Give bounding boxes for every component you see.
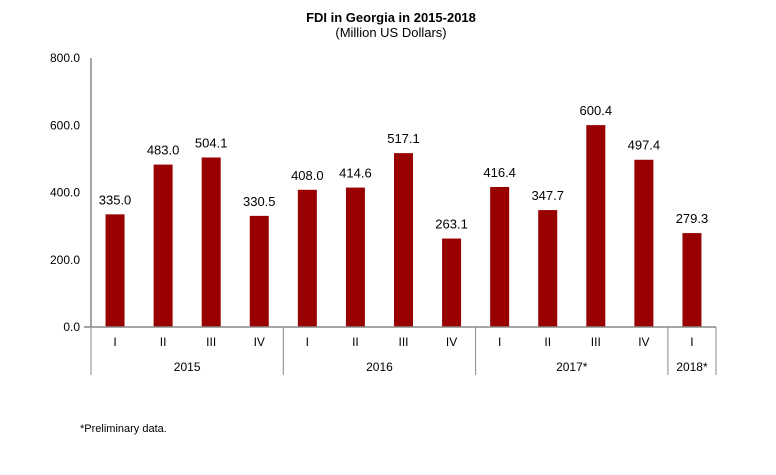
category-label: III	[206, 335, 216, 349]
y-tick-label: 800.0	[50, 51, 80, 65]
data-label: 416.4	[483, 165, 516, 180]
category-label: IV	[446, 335, 457, 349]
bar	[249, 215, 269, 327]
bar	[345, 187, 365, 327]
bar	[394, 153, 413, 327]
data-label: 279.3	[676, 211, 709, 226]
y-tick-label: 200.0	[50, 253, 80, 267]
category-label: II	[352, 335, 359, 349]
bar	[682, 233, 702, 327]
category-labels: I II III IV I II III IV I II III IV I	[113, 335, 693, 349]
data-label: 335.0	[99, 192, 132, 207]
axes	[84, 58, 717, 375]
group-label: 2016	[366, 360, 393, 374]
y-tick-label: 400.0	[50, 186, 80, 200]
data-label: 408.0	[291, 168, 324, 183]
bar	[586, 125, 606, 327]
bar	[538, 210, 558, 327]
bar	[105, 214, 125, 327]
bar	[201, 157, 221, 327]
category-label: III	[591, 335, 601, 349]
bars	[105, 125, 702, 327]
chart-title: FDI in Georgia in 2015-2018	[306, 10, 476, 25]
data-label: 497.4	[628, 138, 661, 153]
bar	[490, 186, 510, 327]
category-label: IV	[638, 335, 649, 349]
data-label: 347.7	[531, 188, 564, 203]
bar	[153, 164, 173, 327]
data-label: 483.0	[147, 143, 180, 158]
data-label: 263.1	[435, 217, 468, 232]
group-label: 2017*	[556, 360, 588, 374]
chart-subtitle: (Million US Dollars)	[335, 25, 446, 40]
data-label: 330.5	[243, 194, 276, 209]
group-labels: 2015 2016 2017* 2018*	[174, 360, 708, 374]
data-label: 600.4	[580, 103, 613, 118]
y-axis-ticks: 0.0 200.0 400.0 600.0 800.0	[50, 51, 80, 334]
bar	[442, 238, 462, 327]
group-label: 2018*	[676, 360, 708, 374]
category-label: I	[113, 335, 116, 349]
data-label: 414.6	[339, 166, 372, 181]
category-label: I	[306, 335, 309, 349]
bar	[297, 189, 317, 327]
data-labels: 335.0 483.0 504.1 330.5 408.0 414.6 517.1 263.1…	[99, 103, 708, 231]
bar	[634, 159, 654, 327]
category-label: III	[398, 335, 408, 349]
category-label: I	[690, 335, 693, 349]
category-label: II	[160, 335, 167, 349]
group-label: 2015	[174, 360, 201, 374]
data-label: 504.1	[195, 135, 228, 150]
y-tick-label: 0.0	[63, 320, 80, 334]
category-label: I	[498, 335, 501, 349]
category-label: II	[544, 335, 551, 349]
y-tick-label: 600.0	[50, 118, 80, 132]
category-label: IV	[254, 335, 265, 349]
footnote: *Preliminary data.	[80, 423, 167, 435]
data-label: 517.1	[387, 131, 420, 146]
